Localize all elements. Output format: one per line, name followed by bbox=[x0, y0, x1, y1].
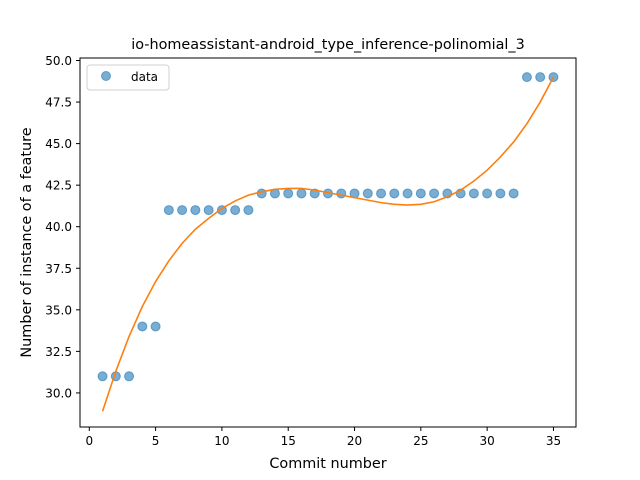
plot-frame bbox=[79, 57, 577, 428]
y-tick-label: 35.0 bbox=[45, 303, 72, 317]
data-point bbox=[535, 72, 546, 83]
x-tick-label: 5 bbox=[152, 434, 160, 448]
y-tick-label: 47.5 bbox=[45, 96, 72, 110]
y-tick-label: 42.5 bbox=[45, 179, 72, 193]
data-point bbox=[97, 371, 108, 382]
y-tick-label: 32.5 bbox=[45, 345, 72, 359]
chart-title: io-homeassistant-android_type_inference-… bbox=[131, 37, 525, 53]
data-point bbox=[336, 188, 347, 199]
data-point bbox=[177, 205, 188, 216]
data-point bbox=[296, 188, 307, 199]
data-point bbox=[468, 188, 479, 199]
y-axis-label: Number of instance of a feature bbox=[19, 127, 35, 357]
data-point bbox=[243, 205, 254, 216]
fit-line bbox=[101, 76, 555, 412]
data-point bbox=[150, 321, 161, 332]
data-point bbox=[376, 188, 387, 199]
data-point bbox=[508, 188, 519, 199]
x-tick-label: 20 bbox=[347, 434, 362, 448]
data-point bbox=[521, 72, 532, 83]
x-axis-label: Commit number bbox=[269, 456, 386, 472]
data-point bbox=[415, 188, 426, 199]
data-point bbox=[163, 205, 174, 216]
data-point bbox=[495, 188, 506, 199]
legend-marker-data bbox=[101, 71, 111, 81]
data-point bbox=[482, 188, 493, 199]
data-point bbox=[389, 188, 400, 199]
data-point bbox=[429, 188, 440, 199]
data-point bbox=[283, 188, 294, 199]
x-tick-label: 35 bbox=[546, 434, 561, 448]
legend: data bbox=[86, 64, 170, 91]
data-point bbox=[362, 188, 373, 199]
x-tick-label: 10 bbox=[214, 434, 229, 448]
y-tick-label: 50.0 bbox=[45, 54, 72, 68]
y-tick-label: 30.0 bbox=[45, 386, 72, 400]
x-axis: 0 5 10 15 20 25 30 35 bbox=[85, 427, 561, 448]
y-tick-label: 37.5 bbox=[45, 262, 72, 276]
data-point bbox=[402, 188, 413, 199]
x-tick-label: 30 bbox=[480, 434, 495, 448]
data-point bbox=[203, 205, 214, 216]
y-tick-label: 40.0 bbox=[45, 220, 72, 234]
plot-area bbox=[97, 72, 559, 412]
data-point bbox=[256, 188, 267, 199]
y-tick-label: 45.0 bbox=[45, 137, 72, 151]
data-point bbox=[190, 205, 201, 216]
data-point bbox=[137, 321, 148, 332]
x-tick-label: 15 bbox=[281, 434, 296, 448]
x-tick-label: 25 bbox=[413, 434, 428, 448]
x-tick-label: 0 bbox=[85, 434, 93, 448]
legend-label-data: data bbox=[131, 70, 158, 84]
y-axis: 30.0 32.5 35.0 37.5 40.0 42.5 45.0 47.5 50.0 bbox=[45, 54, 80, 400]
data-point bbox=[124, 371, 135, 382]
data-point bbox=[230, 205, 241, 216]
